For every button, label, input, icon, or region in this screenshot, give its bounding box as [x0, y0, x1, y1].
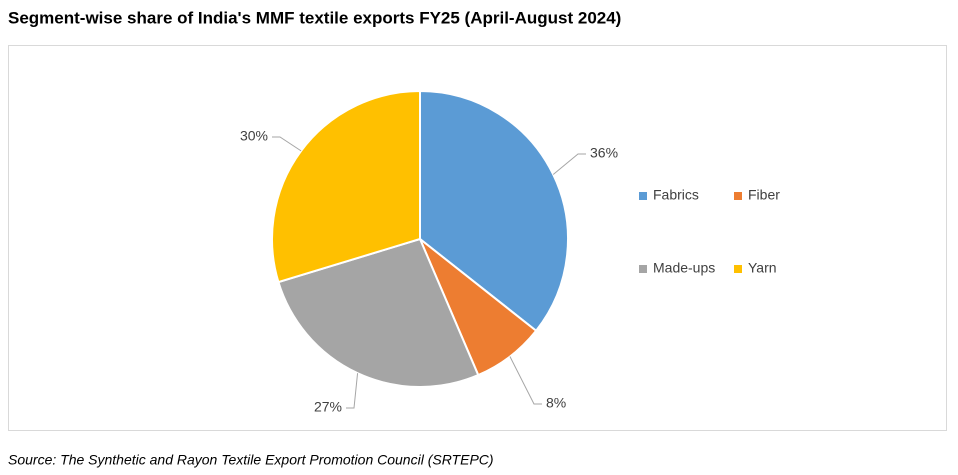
pie-slice	[419, 89, 569, 333]
legend-swatch	[734, 192, 742, 200]
legend-label: Yarn	[748, 260, 777, 276]
leader-line	[509, 356, 542, 405]
leader-line	[272, 136, 302, 152]
leader-line	[552, 153, 586, 175]
data-label: 27%	[314, 399, 342, 415]
leader-line	[346, 373, 359, 409]
legend-label: Made-ups	[653, 260, 715, 276]
data-label: 30%	[240, 128, 268, 144]
source-note: Source: The Synthetic and Rayon Textile …	[8, 452, 494, 468]
pie-slice	[277, 237, 480, 388]
legend-label: Fabrics	[653, 187, 699, 203]
pie-slice	[271, 89, 421, 284]
legend-swatch	[639, 192, 647, 200]
data-label: 8%	[546, 395, 566, 411]
legend-swatch	[734, 265, 742, 273]
legend-swatch	[639, 265, 647, 273]
chart-title: Segment-wise share of India's MMF textil…	[8, 8, 621, 27]
legend-label: Fiber	[748, 187, 780, 203]
data-label: 36%	[590, 145, 618, 161]
